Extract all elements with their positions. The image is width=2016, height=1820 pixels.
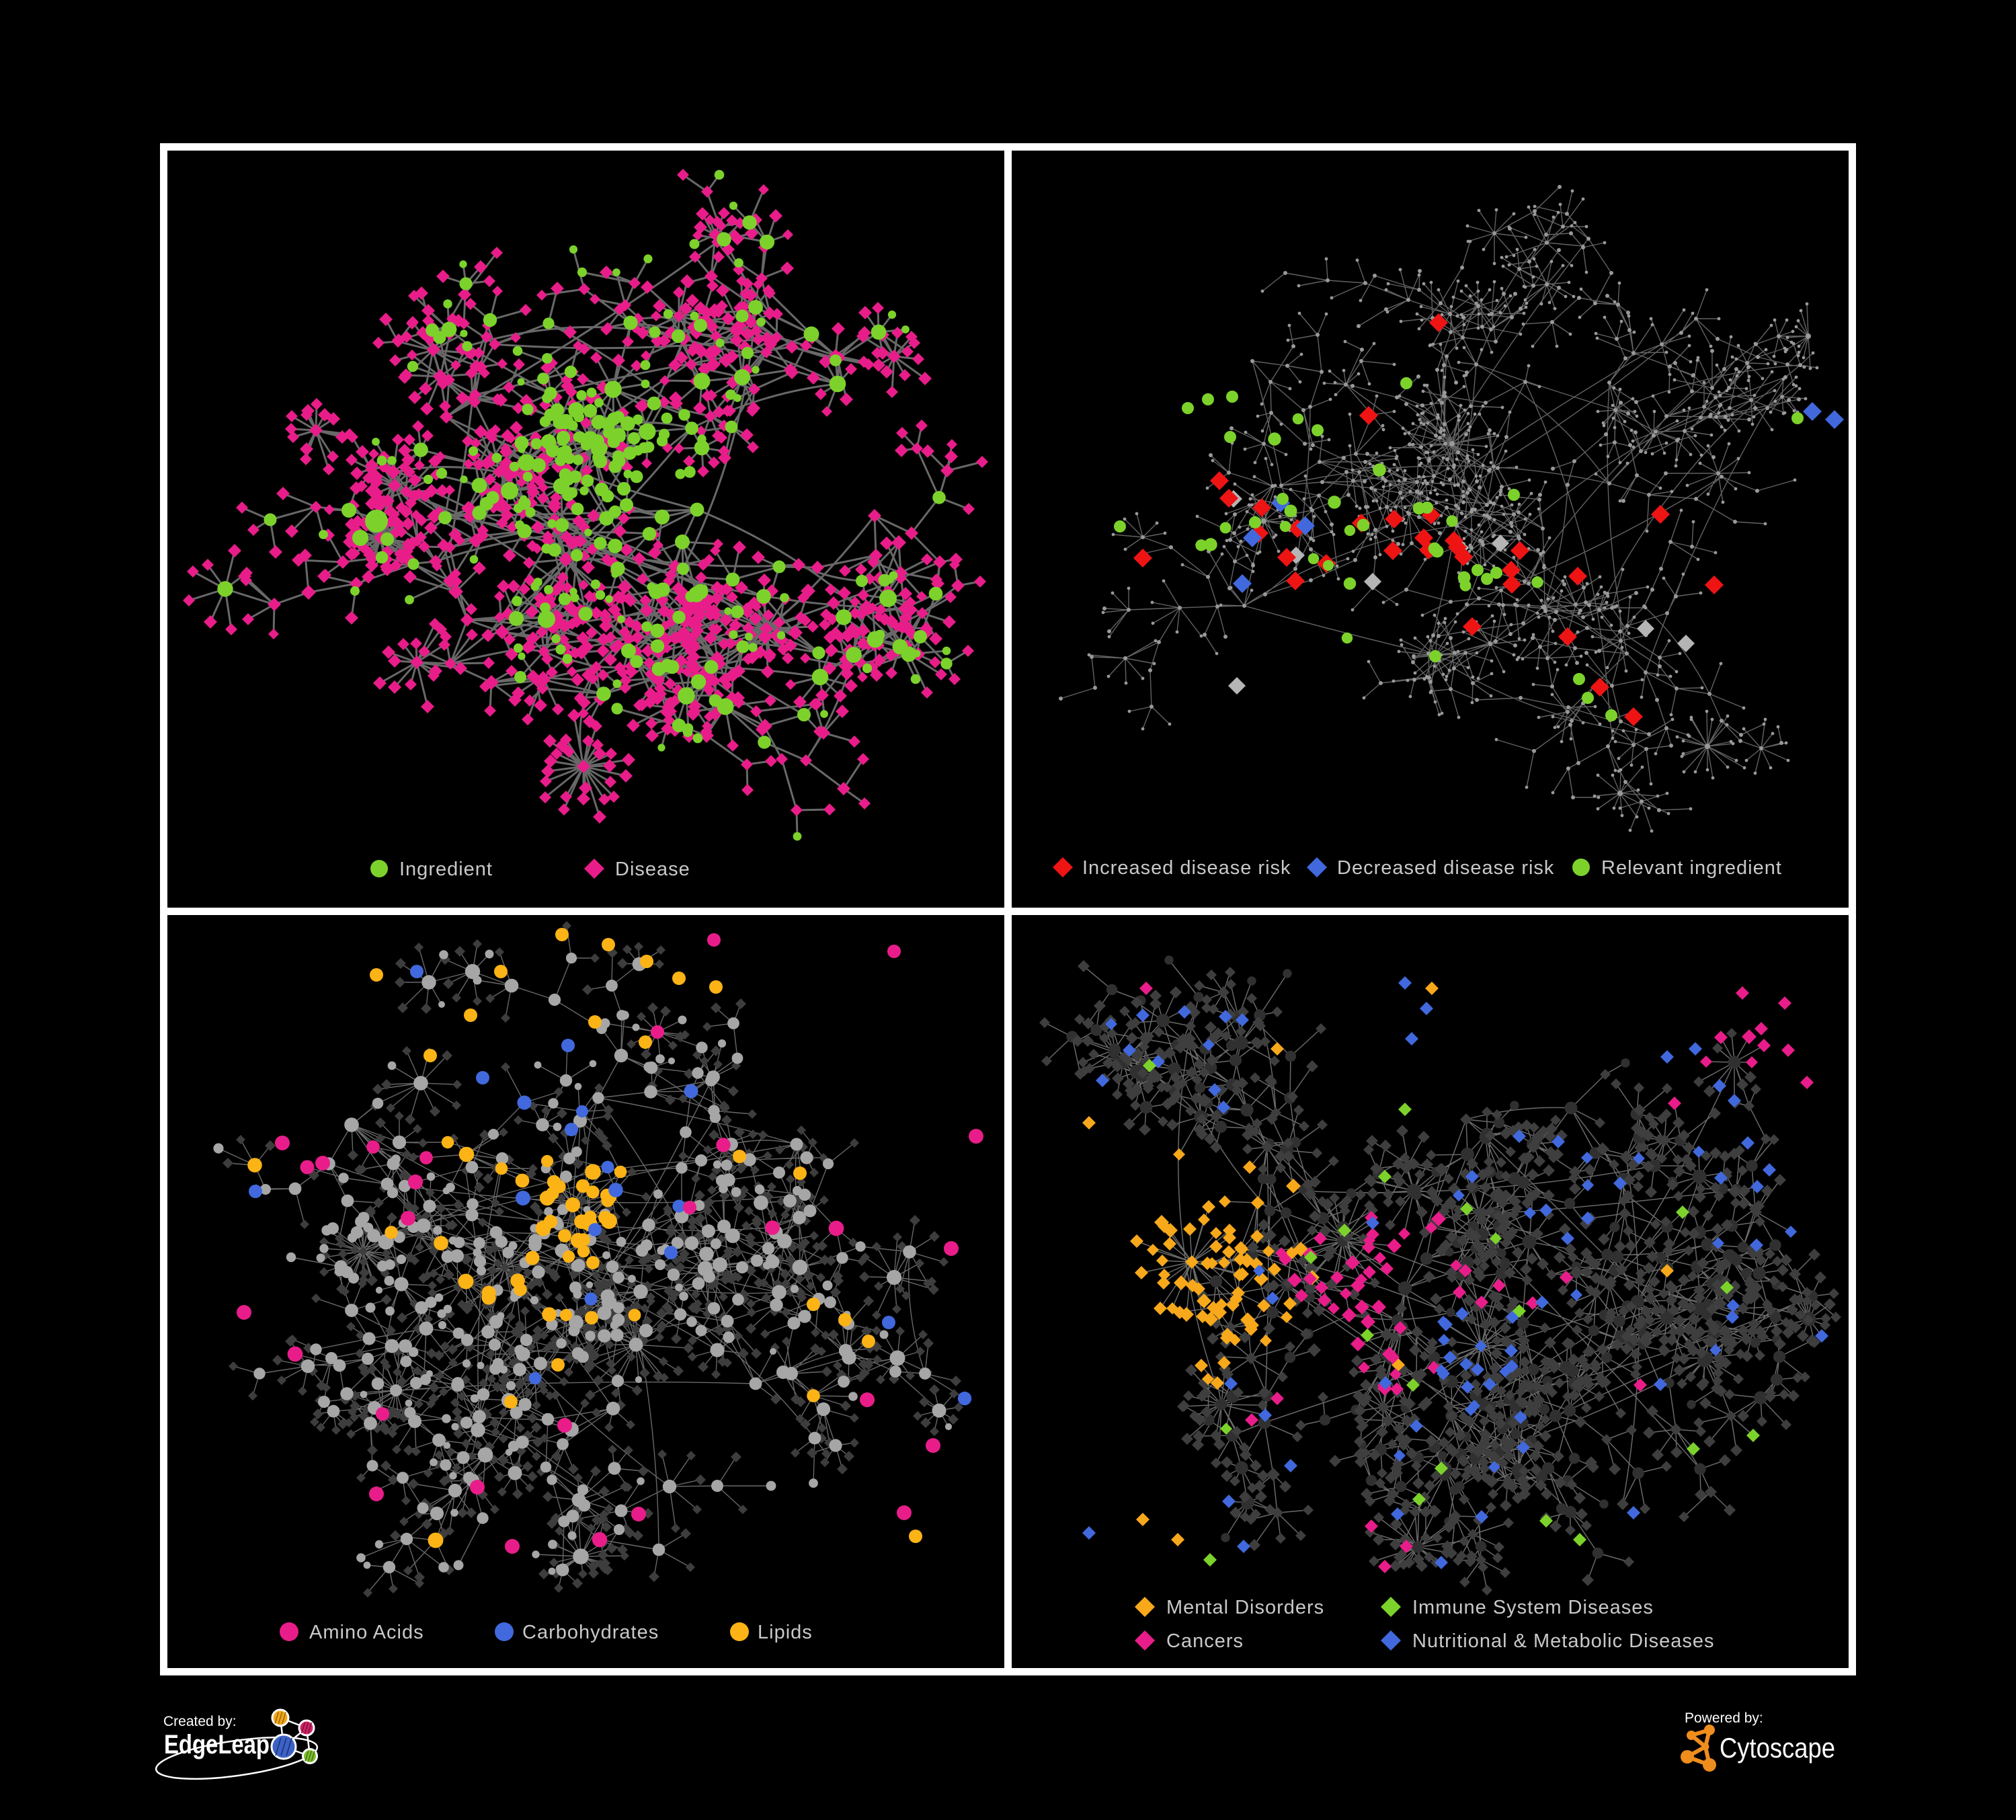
svg-text:Relevant ingredient: Relevant ingredient	[1601, 857, 1782, 879]
svg-text:Ingredient: Ingredient	[399, 859, 493, 880]
svg-text:Lipids: Lipids	[758, 1622, 813, 1643]
svg-text:Carbohydrates: Carbohydrates	[522, 1622, 659, 1643]
svg-text:EdgeLeap: EdgeLeap	[164, 1730, 270, 1759]
svg-text:Nutritional & Metabolic Diseas: Nutritional & Metabolic Diseases	[1412, 1630, 1714, 1652]
svg-text:Decreased disease risk: Decreased disease risk	[1337, 857, 1554, 879]
svg-text:Powered by:: Powered by:	[1685, 1710, 1763, 1726]
svg-text:Immune System Diseases: Immune System Diseases	[1412, 1597, 1654, 1618]
svg-text:Cytoscape: Cytoscape	[1720, 1732, 1835, 1764]
svg-text:Disease: Disease	[615, 859, 690, 880]
svg-text:Amino Acids: Amino Acids	[309, 1622, 424, 1643]
svg-text:Mental Disorders: Mental Disorders	[1166, 1597, 1324, 1618]
svg-text:Increased disease risk: Increased disease risk	[1082, 857, 1291, 879]
svg-text:Cancers: Cancers	[1166, 1630, 1244, 1652]
svg-text:Created by:: Created by:	[163, 1714, 237, 1729]
